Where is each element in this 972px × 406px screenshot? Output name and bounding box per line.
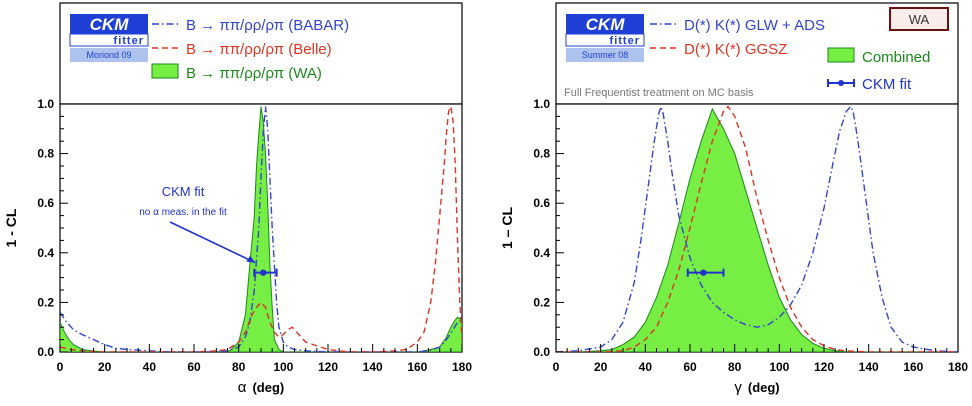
y-tick-label: 0.6: [533, 196, 550, 210]
logo-edition-block: [70, 48, 148, 62]
logo-sub-block: [69, 33, 149, 47]
x-tick-label: 140: [859, 360, 879, 374]
legend-swatch-dot: [838, 80, 844, 86]
ckm-fit-point: [700, 269, 707, 276]
y-tick-label: 1.0: [37, 97, 54, 111]
legend-label: CKM fit: [862, 76, 912, 93]
x-axis-label: γ (deg): [734, 379, 779, 396]
x-tick-label: 180: [948, 360, 968, 374]
y-tick-label: 0.6: [37, 196, 54, 210]
x-tick-label: 160: [407, 360, 427, 374]
legend-entry: B → ππ/ρρ/ρπ (WA): [151, 63, 322, 82]
y-tick-label: 0.4: [533, 246, 550, 260]
annotation-title: CKM fit: [162, 184, 205, 199]
plot-area: [60, 104, 462, 352]
legend-label: Combined: [862, 49, 930, 66]
logo-block: [566, 14, 644, 34]
y-tick-label: 0.8: [533, 147, 550, 161]
legend-entry: B → ππ/ρρ/ρπ (BABAR): [152, 17, 349, 34]
logo-main-text: CKM: [586, 15, 626, 34]
wa-badge: [889, 7, 949, 31]
annotation-arrow: [169, 221, 256, 264]
x-tick-label: 100: [769, 360, 789, 374]
ckm-fit-errorbar: [686, 268, 725, 277]
logo-sub-block: [565, 33, 645, 47]
annotation-note: no α meas. in the fit: [139, 207, 227, 218]
logo-block: [70, 14, 148, 34]
y-tick-label: 1.0: [533, 97, 550, 111]
method-note: Full Frequentist treatment on MC basis: [564, 87, 754, 99]
legend-label: D(*) K(*) GGSZ: [684, 41, 787, 58]
x-tick-label: 80: [232, 360, 246, 374]
x-tick-label: 100: [273, 360, 293, 374]
x-tick-label: 180: [452, 360, 472, 374]
legend-swatch: [827, 47, 855, 63]
logo-edition-text: Summer 08: [582, 50, 629, 60]
y-axis-label: 1 – CL: [499, 207, 515, 249]
y-tick-label: 0.4: [37, 246, 54, 260]
legend-entry: B → ππ/ρρ/ρπ (Belle): [152, 41, 332, 58]
series-line: [556, 105, 958, 352]
y-axis-label: 1 - CL: [3, 208, 19, 247]
y-tick-label: 0.8: [37, 147, 54, 161]
y-tick-label: 0.0: [37, 345, 54, 359]
series-line: [60, 104, 462, 352]
legend-entry: D(*) K(*) GLW + ADS: [650, 17, 825, 34]
x-tick-label: 120: [814, 360, 834, 374]
y-tick-label: 0.0: [533, 345, 550, 359]
x-tick-label: 20: [98, 360, 112, 374]
series-line: [60, 106, 462, 352]
x-tick-label: 0: [553, 360, 560, 374]
plot-area: [556, 104, 958, 352]
x-axis-label: α (deg): [238, 379, 284, 396]
logo-main-text: CKM: [90, 15, 130, 34]
legend-label: B → ππ/ρρ/ρπ (Belle): [186, 41, 332, 58]
logo-edition-text: Moriond 09: [86, 50, 131, 60]
legend-label: B → ππ/ρρ/ρπ (WA): [186, 65, 322, 82]
x-tick-label: 80: [728, 360, 742, 374]
logo-edition-block: [566, 48, 644, 62]
legend-swatch: [151, 63, 179, 79]
x-tick-label: 60: [683, 360, 697, 374]
ckm-fit-point: [260, 269, 267, 276]
y-tick-label: 0.2: [37, 295, 54, 309]
legend-entry: D(*) K(*) GGSZ: [650, 41, 787, 58]
x-axis-unit: (deg): [252, 380, 284, 395]
x-axis-unit: (deg): [748, 380, 780, 395]
x-tick-label: 20: [594, 360, 608, 374]
x-tick-label: 60: [187, 360, 201, 374]
logo-sub-text: fitter: [610, 35, 640, 47]
x-tick-label: 120: [318, 360, 338, 374]
logo-sub-text: fitter: [114, 35, 144, 47]
wa-badge-text: WA: [909, 12, 930, 27]
series-area: [556, 107, 958, 352]
annotation-arrowhead: [246, 255, 256, 263]
x-tick-label: 40: [143, 360, 157, 374]
legend-label: D(*) K(*) GLW + ADS: [684, 17, 825, 34]
ckm-fit-errorbar: [253, 268, 278, 277]
x-tick-label: 40: [639, 360, 653, 374]
legend-entry: Combined: [827, 47, 930, 66]
x-axis-symbol: α: [238, 379, 247, 396]
x-tick-label: 160: [903, 360, 923, 374]
y-tick-label: 0.2: [533, 295, 550, 309]
x-tick-label: 0: [57, 360, 64, 374]
x-tick-label: 140: [363, 360, 383, 374]
legend-entry: CKM fit: [827, 76, 912, 93]
series-line: [556, 104, 958, 352]
x-axis-symbol: γ: [734, 379, 742, 396]
legend-label: B → ππ/ρρ/ρπ (BABAR): [186, 17, 349, 34]
